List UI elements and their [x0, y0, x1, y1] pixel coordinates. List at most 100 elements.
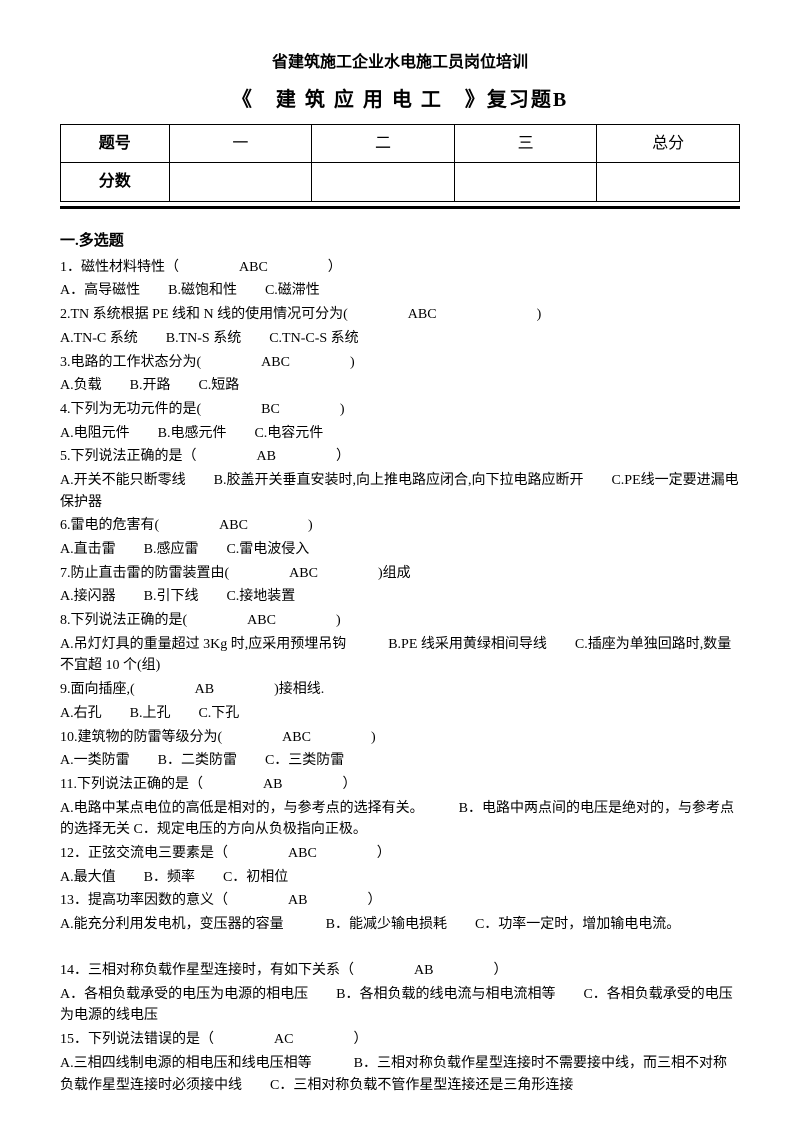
question-closer: ）: [353, 1032, 367, 1047]
answer-gap: [187, 610, 247, 632]
question: 13．提高功率因数的意义（ AB ）: [60, 890, 740, 912]
answer-gap: [214, 1029, 274, 1051]
answer-text: ABC: [219, 518, 248, 533]
question-text: 雷电的危害有(: [71, 518, 160, 533]
answer-text: BC: [261, 402, 280, 417]
question-number: 15．: [60, 1032, 88, 1047]
question-number: 11.: [60, 777, 77, 792]
question-options: A.三相四线制电源的相电压和线电压相等 B．三相对称负载作星型连接时不需要接中线…: [60, 1053, 740, 1096]
question-options: A.右孔 B.上孔 C.下孔: [60, 703, 740, 725]
answer-gap: [228, 890, 288, 912]
answer-gap: [201, 352, 261, 374]
answer-gap: [433, 960, 493, 982]
divider: [60, 206, 740, 209]
answer-gap: [311, 727, 371, 749]
question-options: A.一类防雷 B．二类防雷 C．三类防雷: [60, 750, 740, 772]
question-text: 磁性材料特性（: [81, 260, 179, 275]
answer-text: AB: [257, 449, 276, 464]
question-options: A.能充分利用发电机，变压器的容量 B．能减少输电损耗 C．功率一定时，增加输电…: [60, 914, 740, 936]
question-options: A.开关不能只断零线 B.胶盖开关垂直安装时,向上推电路应闭合,向下拉电路应断开…: [60, 470, 740, 513]
question-closer: ): [336, 613, 341, 628]
question-number: 3.: [60, 355, 71, 370]
answer-text: ABC: [282, 730, 311, 745]
question-closer: ): [537, 307, 542, 322]
question: 7.防止直击雷的防雷装置由( ABC )组成: [60, 563, 740, 585]
question-number: 9.: [60, 682, 71, 697]
table-header-row-label: 分数: [61, 163, 170, 202]
question-options: A.负载 B.开路 C.短路: [60, 375, 740, 397]
question-closer: ）: [367, 893, 381, 908]
question: 14．三相对称负载作星型连接时，有如下关系（ AB ）: [60, 960, 740, 982]
question-text: 三相对称负载作星型连接时，有如下关系（: [88, 963, 354, 978]
answer-gap: [201, 399, 261, 421]
question-closer: ）: [377, 846, 391, 861]
answer-gap: [135, 679, 195, 701]
question-options: A.电路中某点电位的高低是相对的，与参考点的选择有关。 B．电路中两点间的电压是…: [60, 798, 740, 841]
question-options: A.最大值 B．频率 C．初相位: [60, 867, 740, 889]
answer-text: AB: [263, 777, 282, 792]
question-options: A.电阻元件 B.电感元件 C.电容元件: [60, 423, 740, 445]
question-text: 防止直击雷的防雷装置由(: [71, 566, 230, 581]
question-options: A.吊灯灯具的重量超过 3Kg 时,应采用预埋吊钩 B.PE 线采用黄绿相间导线…: [60, 634, 740, 677]
question: 8.下列说法正确的是( ABC ): [60, 610, 740, 632]
question-options: A．各相负载承受的电压为电源的相电压 B．各相负载的线电流与相电流相等 C．各相…: [60, 984, 740, 1027]
answer-text: ABC: [261, 355, 290, 370]
answer-gap: [214, 679, 274, 701]
answer-text: AB: [195, 682, 214, 697]
question: 6.雷电的危害有( ABC ): [60, 515, 740, 537]
blank-line: [60, 938, 740, 960]
section-title: 一.多选题: [60, 229, 740, 253]
answer-gap: [318, 563, 378, 585]
question-options: A.接闪器 B.引下线 C.接地装置: [60, 586, 740, 608]
question-closer: ): [308, 518, 313, 533]
answer-gap: [317, 843, 377, 865]
question-text: 下列为无功元件的是(: [71, 402, 202, 417]
question-closer: ): [340, 402, 345, 417]
question-text: TN 系统根据 PE 线和 N 线的使用情况可分为(: [71, 307, 348, 322]
answer-gap: [354, 960, 414, 982]
answer-gap: [276, 610, 336, 632]
question-number: 4.: [60, 402, 71, 417]
table-cell: [454, 163, 597, 202]
answer-text: AB: [288, 893, 307, 908]
question: 15．下列说法错误的是（ AC ）: [60, 1029, 740, 1051]
question-closer: ): [350, 355, 355, 370]
answer-text: AC: [274, 1032, 293, 1047]
answer-gap: [197, 446, 257, 468]
answer-gap: [437, 304, 537, 326]
answer-gap: [228, 843, 288, 865]
question: 4.下列为无功元件的是( BC ): [60, 399, 740, 421]
answer-gap: [248, 515, 308, 537]
question-text: 下列说法错误的是（: [88, 1032, 214, 1047]
question: 3.电路的工作状态分为( ABC ): [60, 352, 740, 374]
table-cell: 一: [169, 124, 312, 163]
page-subtitle: 省建筑施工企业水电施工员岗位培训: [60, 50, 740, 76]
question-number: 7.: [60, 566, 71, 581]
table-header-row-label: 题号: [61, 124, 170, 163]
answer-text: AB: [414, 963, 433, 978]
question-closer: )组成: [378, 566, 411, 581]
answer-gap: [268, 257, 328, 279]
answer-gap: [280, 399, 340, 421]
answer-text: ABC: [247, 613, 276, 628]
question-text: 建筑物的防雷等级分为(: [78, 730, 223, 745]
answer-gap: [229, 563, 289, 585]
question-closer: )接相线.: [274, 682, 324, 697]
answer-gap: [159, 515, 219, 537]
answer-gap: [282, 774, 342, 796]
question-number: 2.: [60, 307, 71, 322]
answer-gap: [222, 727, 282, 749]
answer-gap: [348, 304, 408, 326]
question-number: 14．: [60, 963, 88, 978]
table-cell: [597, 163, 740, 202]
answer-text: ABC: [408, 307, 437, 322]
question-number: 5.: [60, 449, 71, 464]
question-closer: ）: [336, 449, 350, 464]
answer-gap: [179, 257, 239, 279]
question-text: 电路的工作状态分为(: [71, 355, 202, 370]
question: 12．正弦交流电三要素是（ ABC ）: [60, 843, 740, 865]
question-number: 8.: [60, 613, 71, 628]
question: 2.TN 系统根据 PE 线和 N 线的使用情况可分为( ABC ): [60, 304, 740, 326]
question: 5.下列说法正确的是（ AB ）: [60, 446, 740, 468]
table-cell: 总分: [597, 124, 740, 163]
